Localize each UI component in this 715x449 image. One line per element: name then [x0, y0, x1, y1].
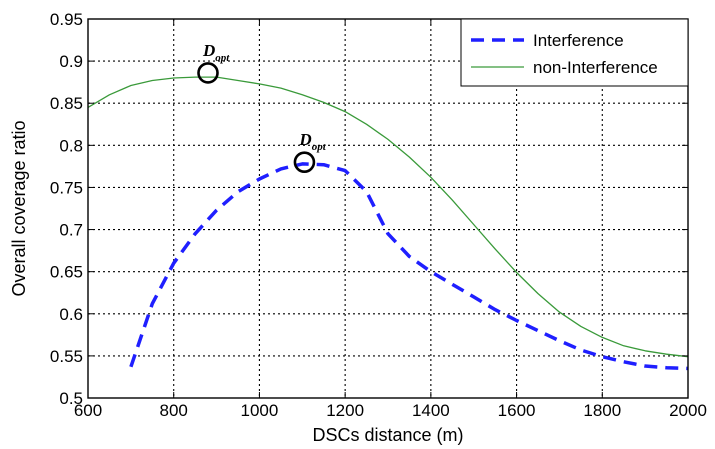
y-axis-label: Overall coverage ratio [9, 120, 29, 296]
y-tick-label: 0.6 [59, 305, 83, 324]
optimum-marker [293, 151, 316, 173]
legend-label-interference: Interference [533, 31, 624, 50]
legend: Interference non-Interference [460, 18, 689, 87]
x-tick-label: 2000 [669, 401, 707, 420]
y-tick-label: 0.85 [50, 94, 83, 113]
x-tick-label: 1200 [326, 401, 364, 420]
x-tick-label: 1600 [498, 401, 536, 420]
y-tick-label: 0.65 [50, 263, 83, 282]
legend-box [460, 18, 689, 87]
y-tick-label: 0.95 [50, 10, 83, 29]
x-tick-label: 1400 [412, 401, 450, 420]
annotations: Dopt Dopt [197, 41, 327, 173]
series-line-interference [129, 162, 689, 371]
y-tick-label: 0.8 [59, 136, 83, 155]
y-tick-label: 0.55 [50, 347, 83, 366]
optimum-marker [197, 62, 219, 84]
x-axis-label: DSCs distance (m) [312, 425, 463, 445]
x-tick-label: 1000 [241, 401, 279, 420]
legend-label-non-interference: non-Interference [533, 58, 658, 77]
optimum-label: Dopt [202, 41, 230, 64]
x-tick-label: 600 [74, 401, 102, 420]
x-tick-label: 1800 [583, 401, 621, 420]
y-tick-label: 0.7 [59, 221, 83, 240]
y-tick-label: 0.9 [59, 52, 83, 71]
plot-frame [87, 18, 689, 399]
y-tick-label: 0.5 [59, 389, 83, 408]
axis-ticks: 600 800 1000 1200 1400 1600 1800 2000 0.5 0.55 0.6… [50, 10, 707, 420]
x-tick-label: 800 [160, 401, 188, 420]
series-line-non-interference [87, 76, 689, 358]
y-tick-label: 0.75 [50, 178, 83, 197]
series-lines [87, 76, 689, 371]
optimum-label: Dopt [298, 130, 326, 153]
